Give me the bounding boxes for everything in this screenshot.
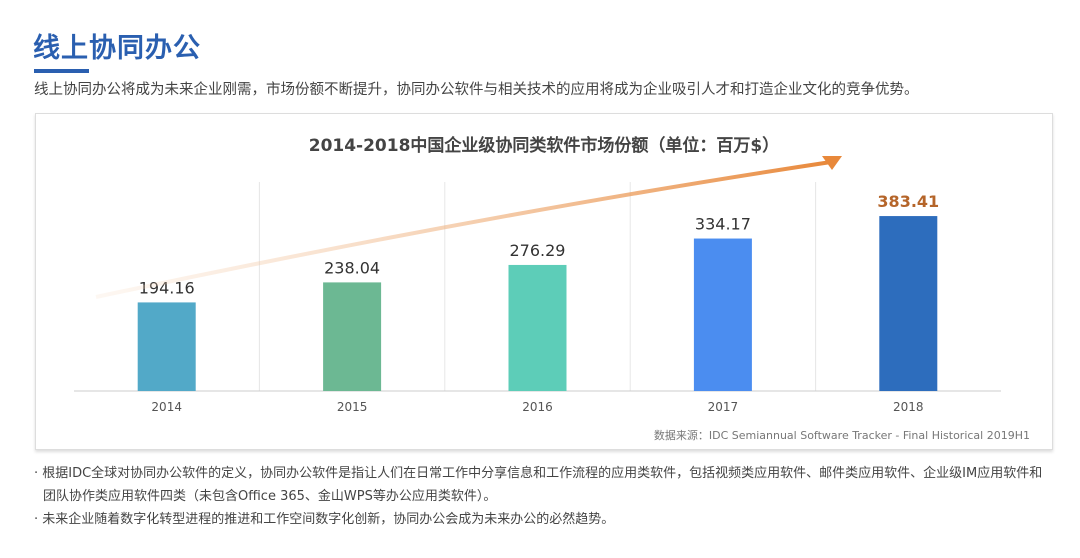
- bar-2014: [137, 302, 196, 391]
- trend-arrow: [95, 160, 832, 299]
- x-tick-label: 2014: [151, 400, 182, 414]
- data-source: 数据来源：IDC Semiannual Software Tracker - F…: [653, 429, 1030, 442]
- x-tick-label: 2017: [708, 400, 739, 414]
- trend-arrow-head: [822, 156, 842, 170]
- note-item: · 根据IDC全球对协同办公软件的定义，协同办公软件是指让人们在日常工作中分享信…: [34, 466, 1043, 504]
- page-title: 线上协同办公: [33, 33, 201, 64]
- data-label: 334.17: [695, 215, 751, 234]
- data-label: 383.41: [877, 192, 939, 211]
- chart-title: 2014-2018中国企业级协同类软件市场份额（单位：百万$）: [309, 135, 780, 156]
- note-item: · 未来企业随着数字化转型进程的推进和工作空间数字化创新，协同办公会成为未来办公…: [34, 512, 615, 527]
- data-label: 238.04: [324, 258, 380, 277]
- data-label: 276.29: [510, 241, 566, 260]
- bar-2018: [879, 216, 938, 391]
- bar-chart: 2014-2018中国企业级协同类软件市场份额（单位：百万$） 194.1620…: [74, 135, 1001, 414]
- bar-2016: [508, 264, 567, 391]
- subtitle: 线上协同办公将成为未来企业刚需，市场份额不断提升，协同办公软件与相关技术的应用将…: [34, 82, 919, 98]
- x-tick-label: 2018: [893, 400, 924, 414]
- bar-2015: [323, 282, 382, 391]
- notes: · 根据IDC全球对协同办公软件的定义，协同办公软件是指让人们在日常工作中分享信…: [34, 462, 1054, 531]
- bar-2017: [693, 238, 752, 391]
- x-tick-label: 2016: [522, 400, 553, 414]
- chart-panel: 2014-2018中国企业级协同类软件市场份额（单位：百万$） 194.16 20…: [35, 113, 1053, 450]
- title-underline: [34, 69, 89, 73]
- x-tick-label: 2015: [337, 400, 368, 414]
